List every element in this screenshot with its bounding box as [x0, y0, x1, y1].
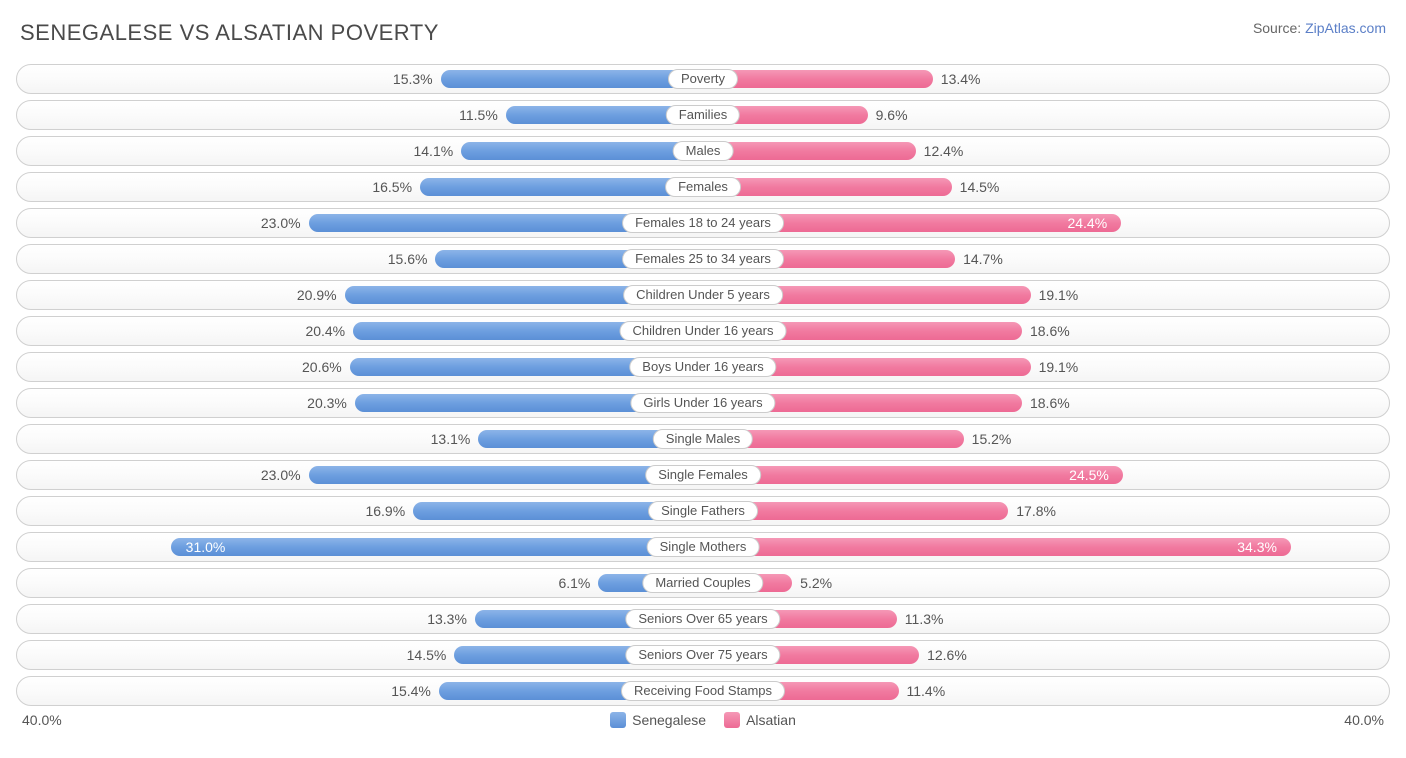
value-label-right: 14.7% [963, 250, 1003, 268]
chart-row: 20.3% 18.6% Girls Under 16 years [16, 388, 1390, 418]
legend-label-right: Alsatian [746, 712, 796, 728]
value-label-left: 16.9% [365, 502, 405, 520]
legend-item-right: Alsatian [724, 712, 796, 728]
value-label-left: 14.1% [413, 142, 453, 160]
axis-max-left: 40.0% [22, 712, 62, 728]
category-pill: Males [673, 141, 734, 161]
legend-swatch-right [724, 712, 740, 728]
bar-right [703, 142, 916, 160]
value-label-left: 20.4% [305, 322, 345, 340]
value-label-left: 15.3% [393, 70, 433, 88]
value-label-right: 12.4% [924, 142, 964, 160]
bar-left [420, 178, 703, 196]
chart-row: 6.1% 5.2% Married Couples [16, 568, 1390, 598]
value-label-left: 15.4% [391, 682, 431, 700]
chart-row: 23.0% 24.5% Single Females [16, 460, 1390, 490]
category-pill: Receiving Food Stamps [621, 681, 785, 701]
value-label-right: 13.4% [941, 70, 981, 88]
chart-row: 23.0% 24.4% Females 18 to 24 years [16, 208, 1390, 238]
chart-row: 13.3% 11.3% Seniors Over 65 years [16, 604, 1390, 634]
value-label-left: 11.5% [459, 106, 498, 124]
value-label-right: 24.4% [1067, 214, 1107, 232]
value-label-left: 14.5% [407, 646, 447, 664]
axis-max-right: 40.0% [1344, 712, 1384, 728]
value-label-right: 18.6% [1030, 322, 1070, 340]
value-label-right: 12.6% [927, 646, 967, 664]
category-pill: Single Males [653, 429, 753, 449]
legend-swatch-left [610, 712, 626, 728]
value-label-left: 6.1% [558, 574, 590, 592]
source-link[interactable]: ZipAtlas.com [1305, 20, 1386, 36]
category-pill: Females 18 to 24 years [622, 213, 784, 233]
value-label-right: 34.3% [1237, 538, 1277, 556]
chart-title: SENEGALESE VS ALSATIAN POVERTY [20, 20, 439, 46]
category-pill: Single Fathers [648, 501, 758, 521]
category-pill: Single Females [645, 465, 761, 485]
chart-header: SENEGALESE VS ALSATIAN POVERTY Source: Z… [16, 20, 1390, 46]
value-label-right: 19.1% [1039, 286, 1079, 304]
source-label: Source: [1253, 20, 1305, 36]
value-label-left: 13.1% [431, 430, 471, 448]
category-pill: Children Under 16 years [620, 321, 787, 341]
value-label-left: 16.5% [372, 178, 412, 196]
value-label-right: 17.8% [1016, 502, 1056, 520]
bar-left [171, 538, 703, 556]
category-pill: Boys Under 16 years [629, 357, 776, 377]
value-label-right: 18.6% [1030, 394, 1070, 412]
category-pill: Single Mothers [647, 537, 760, 557]
value-label-right: 24.5% [1069, 466, 1109, 484]
category-pill: Poverty [668, 69, 738, 89]
value-label-left: 23.0% [261, 214, 301, 232]
chart-row: 11.5% 9.6% Families [16, 100, 1390, 130]
legend-label-left: Senegalese [632, 712, 706, 728]
chart-row: 20.6% 19.1% Boys Under 16 years [16, 352, 1390, 382]
bar-left [461, 142, 703, 160]
value-label-left: 15.6% [388, 250, 428, 268]
chart-row: 16.9% 17.8% Single Fathers [16, 496, 1390, 526]
value-label-left: 23.0% [261, 466, 301, 484]
chart-row: 20.4% 18.6% Children Under 16 years [16, 316, 1390, 346]
chart-row: 14.1% 12.4% Males [16, 136, 1390, 166]
bar-right [703, 538, 1291, 556]
chart-row: 31.0% 34.3% Single Mothers [16, 532, 1390, 562]
category-pill: Females 25 to 34 years [622, 249, 784, 269]
chart-row: 16.5% 14.5% Females [16, 172, 1390, 202]
value-label-left: 31.0% [186, 538, 226, 556]
category-pill: Females [665, 177, 741, 197]
chart-source: Source: ZipAtlas.com [1253, 20, 1386, 36]
bar-right [703, 466, 1123, 484]
chart-row: 15.3% 13.4% Poverty [16, 64, 1390, 94]
category-pill: Families [666, 105, 740, 125]
category-pill: Children Under 5 years [623, 285, 783, 305]
category-pill: Married Couples [642, 573, 763, 593]
chart-row: 20.9% 19.1% Children Under 5 years [16, 280, 1390, 310]
value-label-right: 14.5% [960, 178, 1000, 196]
chart-area: 15.3%13.4%Poverty11.5%9.6%Families14.1%1… [16, 64, 1390, 706]
value-label-right: 5.2% [800, 574, 832, 592]
chart-footer: 40.0% Senegalese Alsatian 40.0% [16, 712, 1390, 728]
legend-item-left: Senegalese [610, 712, 706, 728]
chart-row: 15.4% 11.4% Receiving Food Stamps [16, 676, 1390, 706]
category-pill: Seniors Over 75 years [625, 645, 780, 665]
value-label-left: 20.6% [302, 358, 342, 376]
category-pill: Seniors Over 65 years [625, 609, 780, 629]
chart-row: 13.1% 15.2% Single Males [16, 424, 1390, 454]
value-label-right: 9.6% [876, 106, 908, 124]
value-label-left: 20.3% [307, 394, 347, 412]
chart-row: 14.5% 12.6% Seniors Over 75 years [16, 640, 1390, 670]
value-label-right: 11.4% [907, 682, 946, 700]
value-label-right: 15.2% [972, 430, 1012, 448]
bar-left [309, 466, 703, 484]
value-label-right: 19.1% [1039, 358, 1079, 376]
value-label-left: 20.9% [297, 286, 337, 304]
category-pill: Girls Under 16 years [630, 393, 775, 413]
value-label-right: 11.3% [905, 610, 944, 628]
bar-left [441, 70, 703, 88]
chart-row: 15.6% 14.7% Females 25 to 34 years [16, 244, 1390, 274]
value-label-left: 13.3% [427, 610, 467, 628]
legend: Senegalese Alsatian [610, 712, 796, 728]
